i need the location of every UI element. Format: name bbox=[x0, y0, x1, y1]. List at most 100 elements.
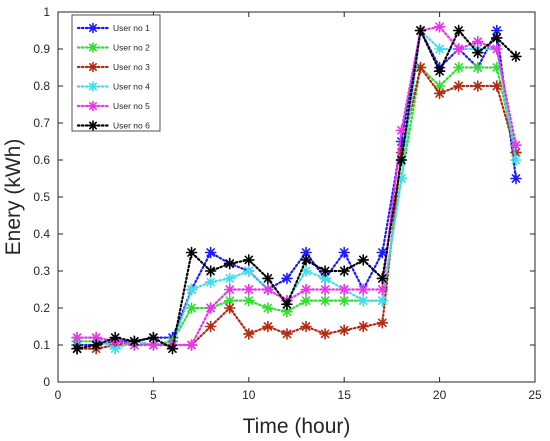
legend-marker bbox=[87, 120, 99, 131]
data-point bbox=[471, 61, 484, 74]
legend-entry: User no 2 bbox=[76, 42, 150, 53]
data-point bbox=[281, 328, 293, 340]
data-point bbox=[300, 320, 312, 333]
data-point bbox=[300, 254, 312, 266]
legend-label: User no 2 bbox=[113, 43, 150, 53]
x-tick-label: 10 bbox=[242, 388, 256, 402]
data-point bbox=[204, 320, 217, 333]
data-point bbox=[357, 320, 370, 333]
data-point bbox=[319, 265, 331, 277]
data-point bbox=[491, 43, 503, 55]
data-point bbox=[510, 172, 522, 185]
data-point bbox=[185, 246, 198, 259]
data-point bbox=[510, 50, 522, 63]
data-point bbox=[243, 265, 255, 277]
data-point bbox=[128, 335, 141, 348]
y-tick-label: 0.6 bbox=[33, 153, 50, 167]
data-point bbox=[491, 80, 503, 92]
legend-label: User no 6 bbox=[113, 121, 150, 131]
legend-marker bbox=[87, 22, 99, 34]
y-axis-title: Enery (kWh) bbox=[2, 139, 25, 256]
data-point bbox=[90, 339, 102, 351]
data-point bbox=[243, 294, 255, 307]
data-point bbox=[357, 254, 370, 266]
data-point bbox=[300, 283, 312, 296]
legend-label: User no 4 bbox=[113, 82, 150, 92]
legend-marker bbox=[87, 61, 99, 73]
data-point bbox=[223, 257, 236, 270]
data-point bbox=[185, 283, 198, 296]
data-point bbox=[185, 302, 198, 314]
x-tick-label: 15 bbox=[338, 388, 352, 402]
data-point bbox=[471, 35, 484, 48]
legend-entry: User no 4 bbox=[76, 81, 150, 92]
y-tick-label: 0.9 bbox=[33, 42, 50, 56]
data-point bbox=[376, 294, 389, 307]
data-point bbox=[510, 154, 522, 166]
data-point bbox=[338, 324, 351, 337]
legend-box bbox=[71, 14, 161, 132]
x-tick-label: 25 bbox=[528, 388, 542, 402]
legend-entry: User no 1 bbox=[76, 22, 150, 34]
data-point bbox=[243, 254, 255, 266]
data-point bbox=[166, 342, 179, 355]
legend-entry: User no 5 bbox=[76, 100, 150, 112]
y-tick-label: 0.3 bbox=[33, 264, 50, 278]
data-point bbox=[376, 316, 389, 329]
legend-label: User no 3 bbox=[113, 62, 150, 72]
data-point bbox=[300, 265, 312, 277]
data-point bbox=[204, 302, 217, 314]
data-point bbox=[262, 272, 274, 285]
y-tick-label: 0.7 bbox=[33, 116, 50, 130]
data-point bbox=[223, 283, 236, 296]
data-point bbox=[357, 283, 370, 296]
data-point bbox=[452, 61, 465, 74]
data-point bbox=[71, 342, 83, 355]
data-point bbox=[414, 61, 427, 74]
data-point bbox=[319, 283, 331, 296]
data-point bbox=[452, 43, 465, 55]
x-tick-label: 5 bbox=[150, 388, 157, 402]
legend: User no 1 User no 2 User no 3 User no 4 User… bbox=[71, 14, 161, 132]
legend-entry: User no 3 bbox=[76, 61, 150, 73]
data-point bbox=[433, 20, 446, 33]
x-axis: 0 5 10 15 20 25 bbox=[55, 12, 542, 402]
data-point bbox=[262, 320, 274, 333]
y-tick-label: 0.4 bbox=[33, 227, 50, 241]
y-tick-label: 0.8 bbox=[33, 79, 50, 93]
data-point bbox=[338, 283, 351, 296]
data-point bbox=[471, 46, 484, 59]
data-point bbox=[452, 80, 465, 92]
data-point bbox=[338, 246, 351, 259]
data-point bbox=[185, 339, 198, 351]
legend-marker bbox=[87, 100, 99, 112]
data-point bbox=[109, 331, 122, 344]
data-point bbox=[147, 331, 160, 344]
y-tick-label: 0 bbox=[43, 375, 50, 389]
data-point bbox=[281, 272, 293, 285]
legend-label: User no 1 bbox=[113, 23, 150, 33]
data-point bbox=[262, 283, 274, 296]
data-point bbox=[376, 272, 389, 285]
data-point bbox=[471, 80, 484, 92]
data-point bbox=[319, 328, 331, 340]
data-point bbox=[71, 331, 83, 344]
data-point bbox=[243, 283, 255, 296]
data-point bbox=[319, 294, 331, 307]
data-point bbox=[223, 302, 236, 314]
data-point bbox=[204, 276, 217, 288]
data-point bbox=[300, 294, 312, 307]
data-point bbox=[338, 294, 351, 307]
data-point bbox=[376, 246, 389, 259]
y-tick-label: 0.1 bbox=[33, 338, 50, 352]
series-6 bbox=[71, 24, 522, 355]
data-point bbox=[338, 265, 351, 277]
data-point bbox=[491, 32, 503, 44]
legend-entry: User no 6 bbox=[76, 120, 150, 131]
data-point bbox=[433, 43, 446, 55]
data-point bbox=[281, 298, 293, 311]
data-point bbox=[204, 265, 217, 277]
legend-marker bbox=[87, 42, 99, 53]
